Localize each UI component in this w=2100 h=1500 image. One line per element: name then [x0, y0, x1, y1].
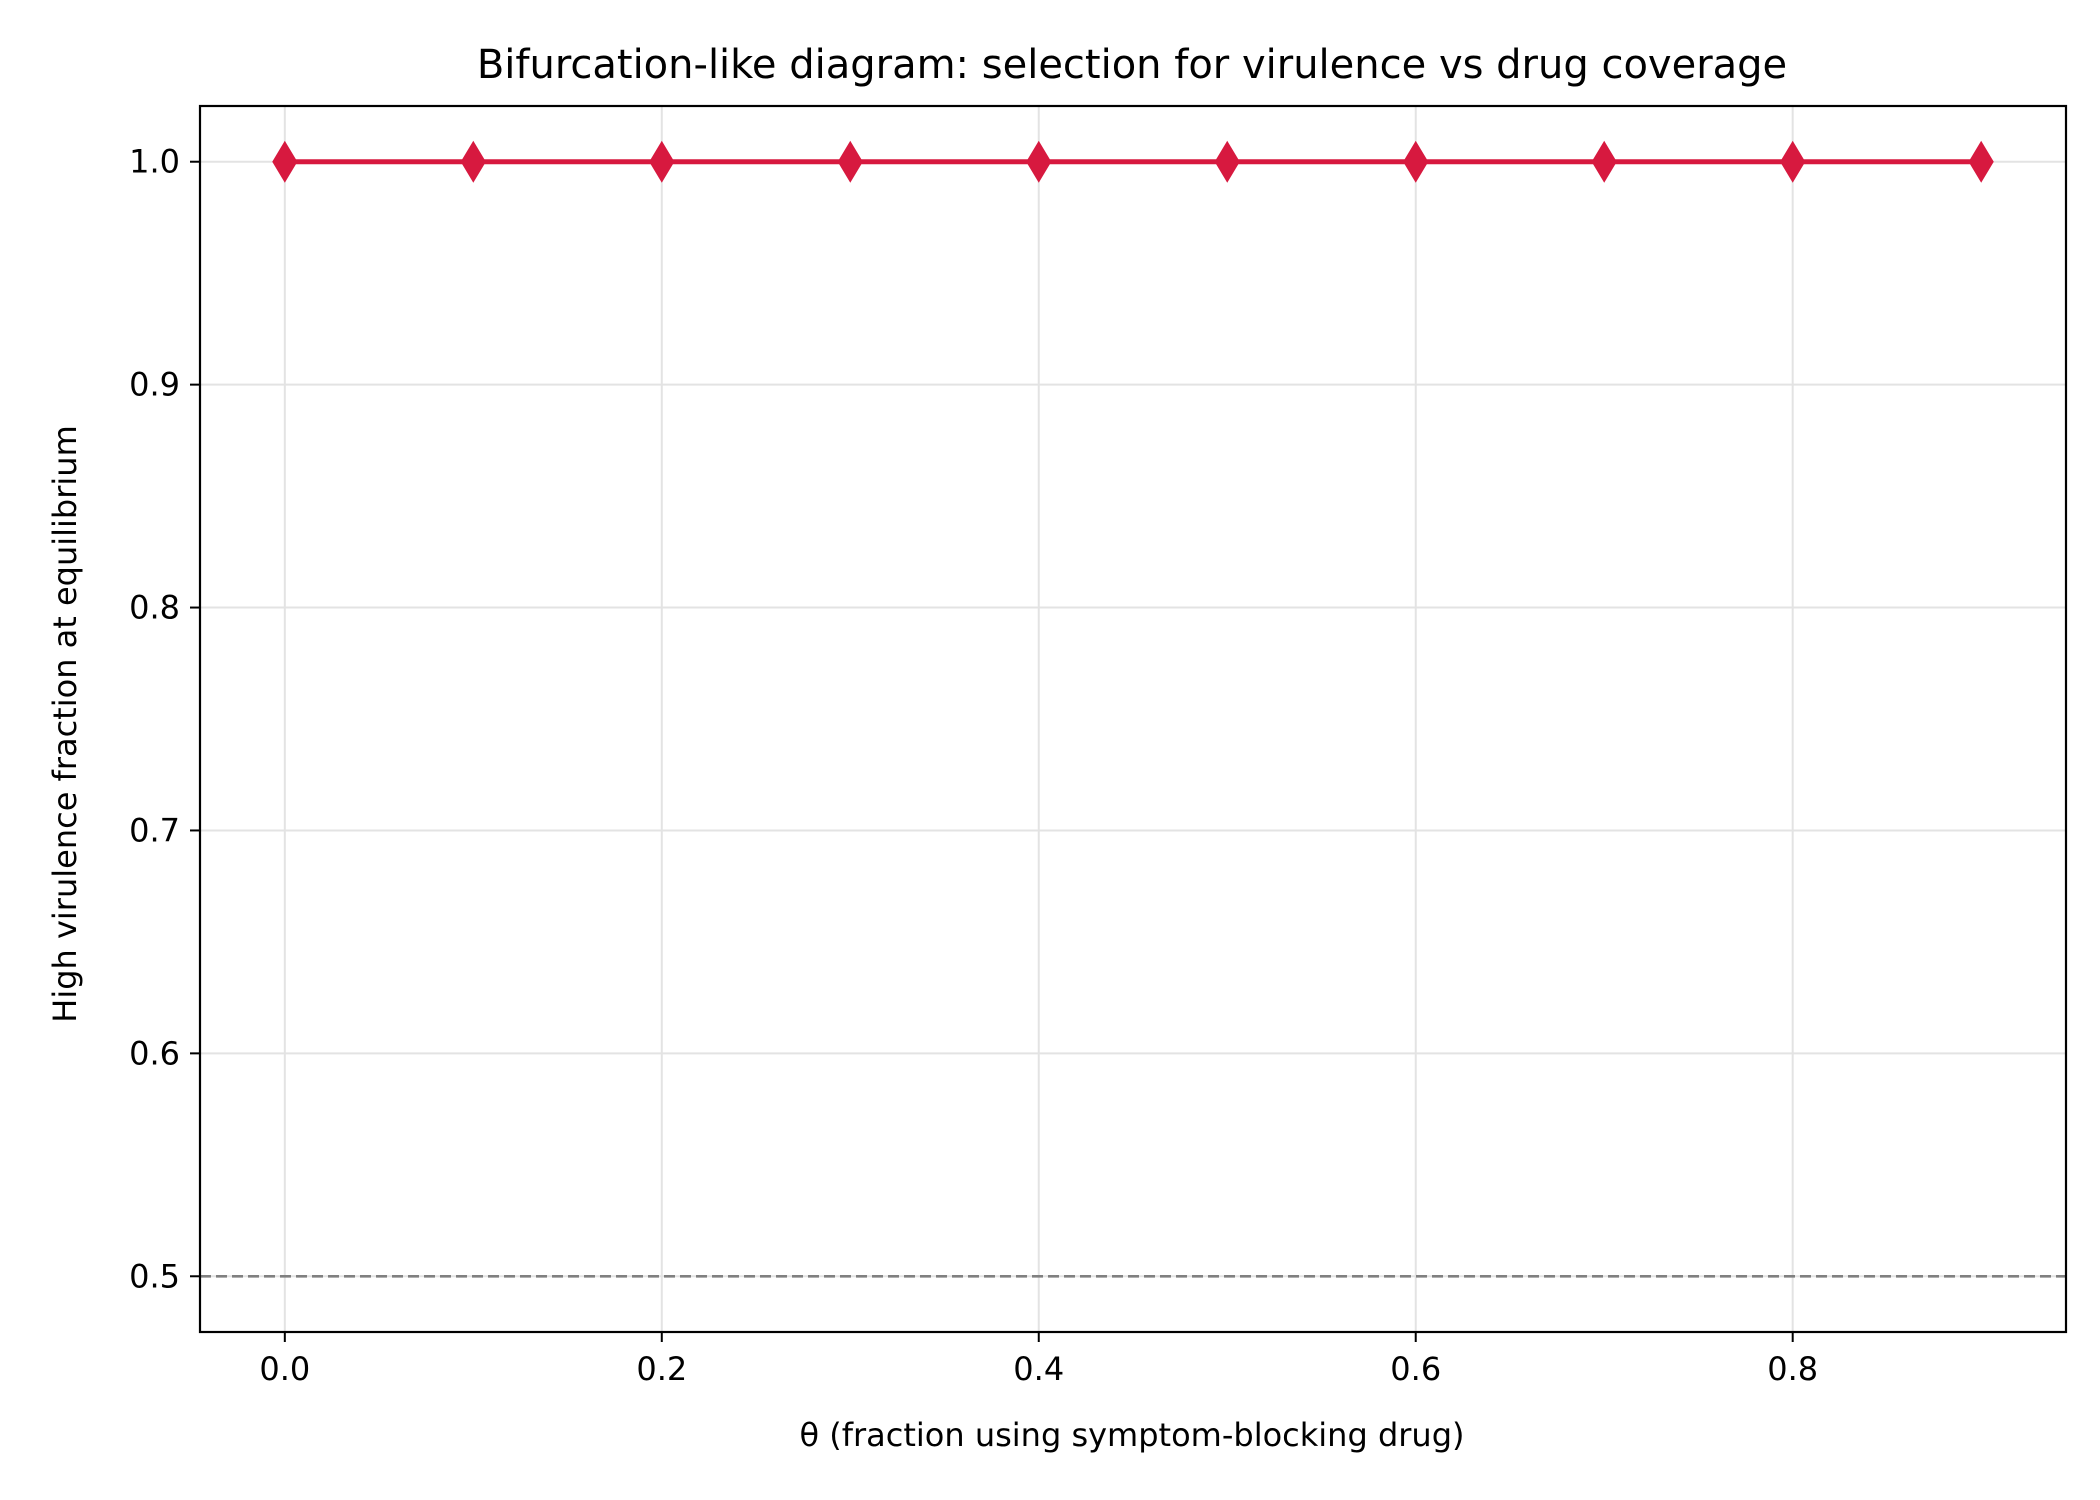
- data-point: [1780, 140, 1806, 183]
- y-tick-label: 1.0: [129, 143, 180, 181]
- y-axis-label: High virulence fraction at equilibrium: [46, 425, 84, 1022]
- x-tick-label: 0.0: [259, 1350, 310, 1388]
- y-tick-label: 0.8: [129, 589, 180, 627]
- y-tick-label: 0.7: [129, 811, 180, 849]
- data-point: [649, 140, 675, 183]
- x-tick-label: 0.8: [1767, 1350, 1818, 1388]
- data-point: [1968, 140, 1994, 183]
- y-axis-ticks: 0.5 0.6 0.7 0.8 0.9 1.0: [129, 143, 200, 1295]
- x-axis-label: θ (fraction using symptom-blocking drug): [800, 1416, 1465, 1454]
- y-tick-label: 0.5: [129, 1257, 180, 1295]
- data-point: [837, 140, 863, 183]
- data-point: [1214, 140, 1240, 183]
- data-point: [1591, 140, 1617, 183]
- x-axis-ticks: 0.0 0.2 0.4 0.6 0.8: [259, 1332, 1818, 1388]
- y-tick-label: 0.9: [129, 366, 180, 404]
- chart-title: Bifurcation-like diagram: selection for …: [477, 42, 1787, 88]
- x-tick-label: 0.6: [1390, 1350, 1441, 1388]
- data-point: [460, 140, 486, 183]
- x-tick-label: 0.4: [1013, 1350, 1064, 1388]
- x-tick-label: 0.2: [636, 1350, 687, 1388]
- data-point: [1026, 140, 1052, 183]
- y-tick-label: 0.6: [129, 1034, 180, 1072]
- data-point: [1403, 140, 1429, 183]
- data-point: [272, 140, 298, 183]
- series-layer: [272, 140, 1994, 183]
- plot-frame: [198, 104, 2068, 1334]
